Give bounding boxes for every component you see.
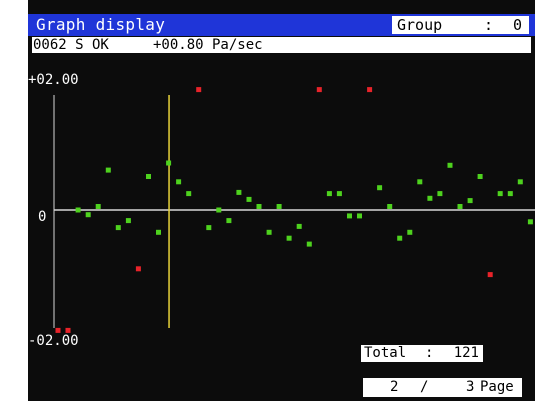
- data-point-over-limit: [367, 87, 373, 93]
- data-point: [377, 185, 383, 191]
- data-point: [226, 218, 232, 224]
- data-point: [276, 204, 282, 209]
- data-point: [457, 204, 463, 209]
- data-point: [115, 225, 121, 231]
- data-point: [206, 225, 212, 231]
- group-selector[interactable]: Group : 0: [392, 16, 529, 34]
- group-value: 0: [512, 16, 522, 34]
- data-point: [407, 229, 413, 235]
- data-point-over-limit: [65, 327, 71, 333]
- data-point: [336, 191, 342, 197]
- page-total: 3: [466, 379, 475, 395]
- y-axis-zero-label: 0: [38, 209, 47, 225]
- page-word: Page: [480, 379, 514, 395]
- data-point: [166, 160, 172, 166]
- data-point-over-limit: [135, 266, 141, 272]
- page-current: 2: [390, 379, 399, 395]
- status-bar: 0062 S OK +00.80 Pa/sec: [28, 36, 535, 54]
- total-value: 121: [453, 345, 479, 361]
- title-bar: Graph display Group : 0: [28, 14, 535, 36]
- data-point: [256, 204, 262, 209]
- y-axis-max-label: +02.00: [28, 72, 79, 88]
- data-points-layer: [55, 87, 533, 333]
- data-point: [397, 235, 403, 241]
- data-point: [246, 196, 252, 202]
- data-point-over-limit: [316, 87, 322, 93]
- data-point: [176, 179, 182, 185]
- data-point: [75, 207, 81, 213]
- data-point: [306, 241, 312, 247]
- channel-code: 0062 S OK: [33, 37, 109, 53]
- data-point: [146, 174, 151, 179]
- y-axis-min-label: -02.00: [28, 333, 79, 349]
- data-point: [467, 198, 473, 204]
- data-point: [125, 218, 131, 224]
- data-point: [236, 189, 242, 195]
- total-count-box: Total : 121: [361, 345, 483, 362]
- data-point: [156, 229, 161, 235]
- data-point: [326, 191, 332, 197]
- page-separator: /: [420, 379, 429, 395]
- total-separator: :: [425, 345, 434, 361]
- window-title: Graph display: [36, 15, 166, 34]
- data-point: [95, 204, 101, 209]
- graph-display-screen: Graph display Group : 0 0062 S OK +00.80…: [28, 0, 535, 401]
- data-point: [387, 204, 393, 209]
- data-point: [357, 213, 362, 219]
- data-point: [286, 235, 292, 241]
- data-point-over-limit: [196, 87, 202, 93]
- data-point: [105, 167, 111, 173]
- data-point: [437, 191, 443, 197]
- data-point: [527, 219, 533, 225]
- total-label: Total: [364, 345, 407, 361]
- group-separator: :: [484, 16, 494, 34]
- data-point-over-limit: [55, 327, 61, 333]
- data-point: [216, 207, 222, 213]
- data-point: [417, 179, 423, 185]
- scatter-plot: [53, 87, 535, 333]
- data-point: [186, 191, 192, 197]
- group-label: Group: [397, 16, 443, 34]
- data-point: [347, 213, 352, 219]
- data-point: [85, 212, 91, 218]
- data-point: [477, 174, 483, 179]
- data-point: [427, 195, 433, 201]
- data-point: [507, 191, 513, 197]
- data-point: [497, 191, 503, 197]
- page-indicator[interactable]: 2 / 3 Page: [363, 378, 522, 397]
- channel-status-box: 0062 S OK +00.80 Pa/sec: [32, 37, 531, 53]
- data-point-over-limit: [487, 272, 493, 278]
- data-point: [266, 229, 272, 235]
- data-point: [447, 162, 453, 168]
- data-point: [296, 223, 302, 229]
- channel-rate: +00.80 Pa/sec: [153, 37, 263, 53]
- data-point: [517, 179, 523, 185]
